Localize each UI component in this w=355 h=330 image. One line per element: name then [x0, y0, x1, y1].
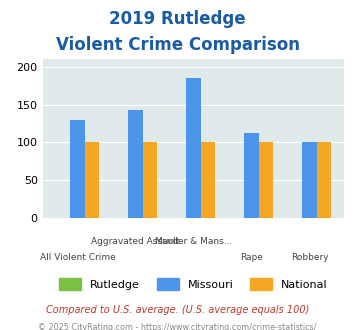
Bar: [70, 120, 85, 218]
Text: 2019 Rutledge: 2019 Rutledge: [109, 10, 246, 28]
Text: Rape: Rape: [240, 252, 263, 261]
Text: © 2025 CityRating.com - https://www.cityrating.com/crime-statistics/: © 2025 CityRating.com - https://www.city…: [38, 323, 317, 330]
Legend: Rutledge, Missouri, National: Rutledge, Missouri, National: [55, 274, 332, 294]
Bar: [128, 110, 143, 218]
Bar: [317, 142, 331, 218]
Bar: [85, 142, 99, 218]
Bar: [259, 142, 273, 218]
Text: Aggravated Assault: Aggravated Assault: [91, 237, 180, 246]
Text: Murder & Mans...: Murder & Mans...: [155, 237, 232, 246]
Text: Violent Crime Comparison: Violent Crime Comparison: [55, 36, 300, 54]
Text: Robbery: Robbery: [291, 252, 328, 261]
Bar: [302, 142, 317, 218]
Bar: [186, 78, 201, 218]
Text: All Violent Crime: All Violent Crime: [39, 252, 115, 261]
Bar: [244, 133, 259, 218]
Text: Compared to U.S. average. (U.S. average equals 100): Compared to U.S. average. (U.S. average …: [46, 305, 309, 315]
Bar: [143, 142, 157, 218]
Bar: [201, 142, 215, 218]
